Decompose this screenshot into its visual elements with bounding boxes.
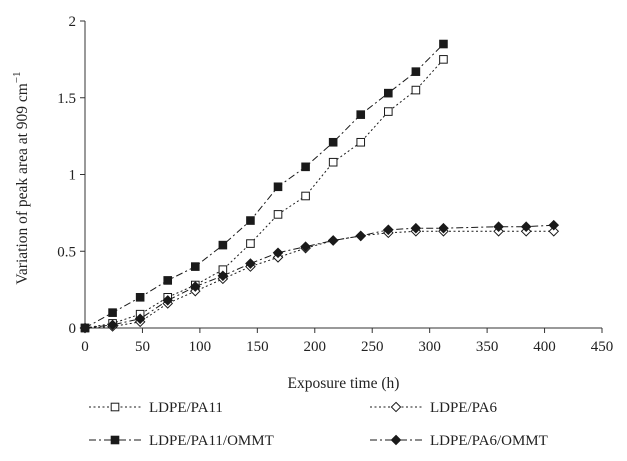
data-point-marker: [136, 294, 144, 302]
x-tick-label: 250: [361, 339, 384, 355]
y-tick-label: 0.5: [57, 244, 76, 260]
data-point-marker: [440, 40, 448, 48]
series-ldpe-pa11-ommt: [81, 40, 447, 332]
plot-axes: 0 0.5 1 1.5 2 0 50 100 150 200 250 300 350 400 450: [57, 14, 613, 355]
data-point-marker: [357, 111, 365, 119]
legend-item: LDPE/PA11/OMMT: [89, 433, 274, 449]
data-point-marker: [164, 277, 172, 285]
data-point-marker: [329, 138, 337, 146]
legend-label: LDPE/PA11: [149, 400, 223, 416]
x-axis-title: Exposure time (h): [288, 375, 400, 392]
data-point-marker: [412, 68, 420, 76]
y-axis-title-text: Variation of peak area at 909 cm: [14, 83, 31, 284]
data-point-marker: [412, 86, 420, 94]
series-ldpe-pa6-ommt: [80, 221, 558, 333]
x-tick-label: 150: [246, 339, 269, 355]
data-point-marker: [391, 435, 400, 444]
data-point-marker: [549, 221, 558, 230]
series-line: [85, 59, 444, 328]
legend-item: LDPE/PA6: [370, 400, 497, 416]
series-ldpe-pa6: [80, 227, 558, 333]
x-tick-label: 50: [135, 339, 150, 355]
data-point-marker: [385, 108, 393, 116]
x-tick-label: 450: [591, 339, 614, 355]
data-point-marker: [302, 163, 310, 171]
legend-label: LDPE/PA6/OMMT: [430, 433, 548, 449]
series-line: [85, 225, 554, 328]
data-point-marker: [111, 436, 119, 444]
y-tick-label: 1.5: [57, 91, 76, 107]
x-tick-label: 0: [81, 339, 89, 355]
x-tick-label: 350: [476, 339, 499, 355]
data-point-marker: [356, 231, 365, 240]
data-point-marker: [274, 211, 282, 219]
data-point-marker: [302, 192, 310, 200]
data-point-marker: [329, 236, 338, 245]
legend-item: LDPE/PA6/OMMT: [370, 433, 548, 449]
legend-label: LDPE/PA11/OMMT: [149, 433, 274, 449]
data-point-marker: [109, 309, 117, 317]
data-point-marker: [391, 402, 400, 411]
data-point-marker: [191, 263, 199, 271]
data-point-marker: [329, 158, 337, 166]
y-tick-label: 1: [69, 168, 77, 184]
data-point-marker: [247, 240, 255, 248]
data-point-marker: [219, 241, 227, 249]
data-point-marker: [357, 138, 365, 146]
x-tick-label: 400: [533, 339, 556, 355]
svg-text:Variation of peak area at 909: Variation of peak area at 909 cm−1: [11, 71, 31, 284]
series-layer: [80, 40, 558, 332]
legend: LDPE/PA11 LDPE/PA6 LDPE/PA11/OMMT LDPE/PA6/…: [89, 400, 548, 449]
x-tick-label: 200: [304, 339, 327, 355]
legend-item: LDPE/PA11: [89, 400, 223, 416]
series-line: [85, 44, 444, 328]
y-axis-title-superscript: −1: [11, 71, 23, 83]
y-tick-label: 2: [69, 14, 77, 30]
data-point-marker: [247, 217, 255, 225]
y-axis-title: Variation of peak area at 909 cm−1: [11, 71, 31, 284]
data-point-marker: [111, 403, 119, 411]
legend-label: LDPE/PA6: [430, 400, 497, 416]
y-tick-label: 0: [69, 321, 77, 337]
data-point-marker: [274, 183, 282, 191]
data-point-marker: [385, 89, 393, 97]
series-line: [85, 231, 554, 328]
x-tick-label: 300: [418, 339, 441, 355]
x-tick-label: 100: [189, 339, 212, 355]
data-point-marker: [440, 56, 448, 64]
